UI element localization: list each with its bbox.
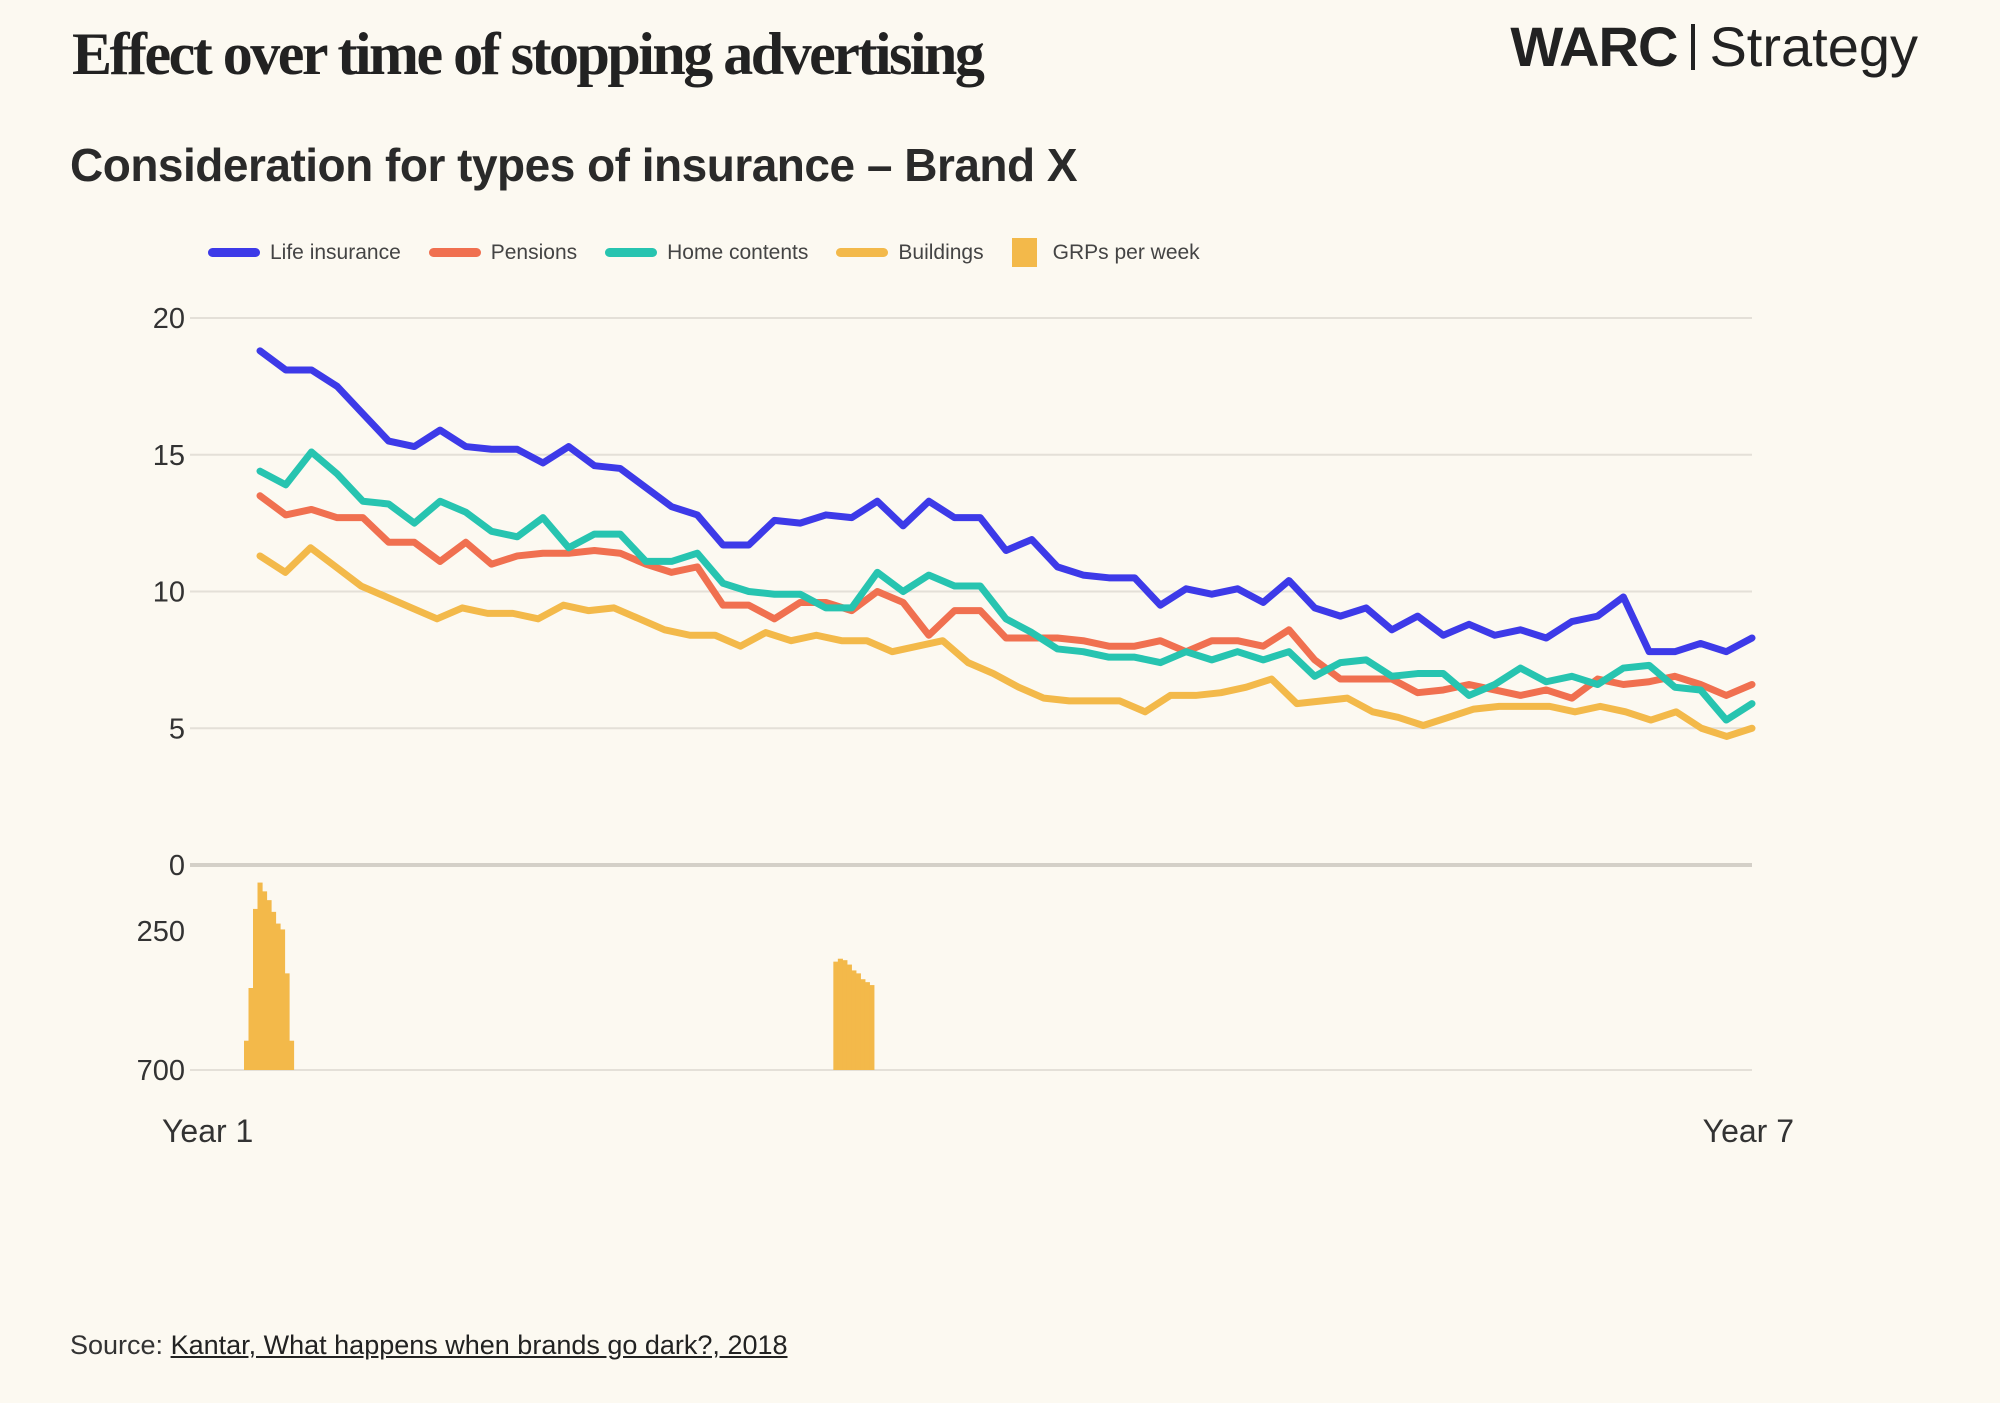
brand-logo: WARC Strategy xyxy=(1510,14,1918,79)
legend-swatch xyxy=(605,248,658,257)
legend-label: GRPs per week xyxy=(1052,240,1200,264)
grp-bar xyxy=(846,964,852,1070)
grp-bar xyxy=(869,985,875,1070)
grp-tick-label: 700 xyxy=(137,1055,185,1087)
chart-title: Effect over time of stopping advertising xyxy=(72,21,985,87)
grp-bar xyxy=(864,982,870,1070)
y-tick-label: 5 xyxy=(169,713,185,745)
legend-label: Pensions xyxy=(490,240,578,264)
brand-section: Strategy xyxy=(1709,15,1918,78)
y-tick-label: 20 xyxy=(153,303,185,335)
y-tick-label: 10 xyxy=(153,577,185,609)
grp-bar xyxy=(244,1040,250,1070)
grp-bar xyxy=(284,973,290,1070)
brand-name: WARC xyxy=(1510,15,1678,78)
series-line-home-contents xyxy=(256,448,1756,724)
x-tick-label: Year 7 xyxy=(1703,1113,1794,1149)
legend-item-grps: GRPs per week xyxy=(1011,238,1200,267)
legend-label: Life insurance xyxy=(270,240,401,264)
grp-bar xyxy=(275,923,281,1070)
grp-bar xyxy=(262,891,268,1070)
legend-swatch xyxy=(836,248,889,257)
grp-bar xyxy=(851,970,857,1070)
grp-bar xyxy=(280,929,286,1070)
grp-bar xyxy=(248,988,254,1070)
grp-bar xyxy=(833,961,839,1070)
series-line-life-insurance xyxy=(256,347,1756,656)
grp-bar xyxy=(837,958,843,1070)
chart-subtitle: Consideration for types of insurance – B… xyxy=(70,139,1078,191)
source-prefix: Source: xyxy=(70,1330,164,1360)
grp-bar xyxy=(860,979,866,1070)
grp-bar xyxy=(271,911,277,1070)
grp-bar xyxy=(855,973,861,1070)
grp-bar xyxy=(253,908,259,1070)
legend-item-buildings: Buildings xyxy=(836,240,984,265)
legend-item-home-contents: Home contents xyxy=(605,241,808,265)
grp-bar xyxy=(289,1040,295,1070)
legend-swatch-bar xyxy=(1011,238,1037,267)
y-tick-label: 0 xyxy=(169,850,185,882)
grp-bar xyxy=(257,882,263,1070)
brand-divider xyxy=(1691,24,1696,70)
grp-bar xyxy=(266,900,272,1070)
legend-swatch xyxy=(428,248,481,257)
series-line-pensions xyxy=(256,492,1756,702)
legend-item-life-insurance: Life insurance xyxy=(208,241,401,265)
source-link[interactable]: Kantar, What happens when brands go dark… xyxy=(170,1330,788,1360)
legend-item-pensions: Pensions xyxy=(428,240,578,265)
legend-label: Home contents xyxy=(667,240,809,264)
y-tick-label: 15 xyxy=(153,440,185,472)
x-tick-label: Year 1 xyxy=(162,1113,253,1149)
grp-tick-label: 250 xyxy=(137,916,185,948)
chart-legend: Life insurance Pensions Home contents Bu… xyxy=(208,238,1228,267)
grp-bar xyxy=(842,960,848,1070)
series-line-buildings xyxy=(256,544,1756,740)
source-note: Source: Kantar, What happens when brands… xyxy=(70,1330,788,1361)
legend-label: Buildings xyxy=(898,240,984,264)
legend-swatch xyxy=(208,248,260,257)
